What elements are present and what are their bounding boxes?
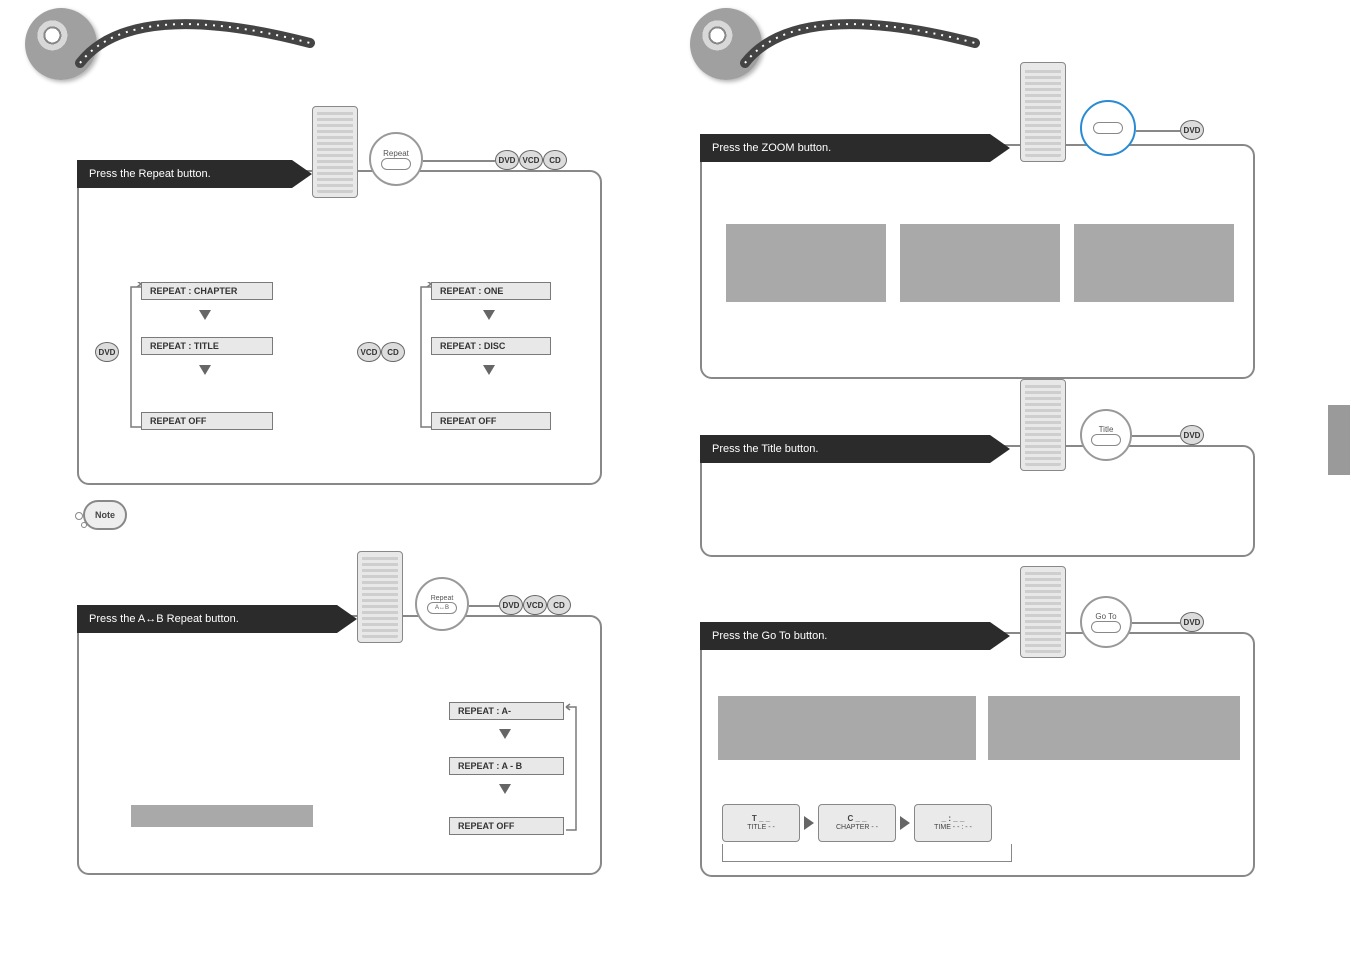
arrow-icon <box>199 365 211 375</box>
loopback-line <box>419 282 433 432</box>
remote-icon <box>312 106 358 198</box>
side-tab <box>1328 405 1350 475</box>
remote-icon <box>1020 566 1066 658</box>
repeat-off-dvd: REPEAT OFF <box>141 412 273 430</box>
zoom-button-callout <box>1080 100 1136 156</box>
badge-dvd: DVD <box>1180 120 1204 140</box>
goto-sequence: T _ _ TITLE - - C _ _ CHAPTER - - _ : _ … <box>722 804 992 842</box>
remote-icon <box>357 551 403 643</box>
loopback-line <box>129 282 143 432</box>
repeat-off-vcd: REPEAT OFF <box>431 412 551 430</box>
arrow-icon <box>900 816 910 830</box>
title-button-label: Title <box>1099 425 1114 434</box>
decorative-disc-film <box>690 8 970 88</box>
grey-block <box>131 805 313 827</box>
goto-button-label: Go To <box>1095 612 1116 621</box>
panel-repeat-title: Press the Repeat button. <box>77 160 292 188</box>
badge-dvd: DVD <box>1180 425 1204 445</box>
goto-card-time: _ : _ _ TIME - - : - - <box>914 804 992 842</box>
repeat-chapter: REPEAT : CHAPTER <box>141 282 273 300</box>
badge-cd: CD <box>547 595 571 615</box>
panel-title-title: Press the Title button. <box>700 435 990 463</box>
arrow-icon <box>499 784 511 794</box>
repeat-off-ab: REPEAT OFF <box>449 817 564 835</box>
goto-card-chapter: C _ _ CHAPTER - - <box>818 804 896 842</box>
grey-block <box>718 696 976 760</box>
repeat-a: REPEAT : A- <box>449 702 564 720</box>
badge-cd-flow: CD <box>381 342 405 362</box>
arrow-icon <box>483 310 495 320</box>
grey-block <box>726 224 886 302</box>
grey-block <box>900 224 1060 302</box>
panel-goto-title: Press the Go To button. <box>700 622 990 650</box>
note-badge: Note <box>83 500 127 530</box>
badge-dvd: DVD <box>1180 612 1204 632</box>
ab-button-label-top: Repeat <box>431 595 454 602</box>
grey-block <box>1074 224 1234 302</box>
panel-ab-repeat: Press the A↔B Repeat button. Repeat A↔B … <box>77 615 602 875</box>
remote-icon <box>1020 62 1066 162</box>
page-right: Press the ZOOM button. DVD Press the Tit… <box>680 0 1335 954</box>
arrow-icon <box>199 310 211 320</box>
arrow-icon <box>483 365 495 375</box>
repeat-title: REPEAT : TITLE <box>141 337 273 355</box>
remote-icon <box>1020 379 1066 471</box>
repeat-button-callout: Repeat <box>369 132 423 186</box>
badge-dvd-flow: DVD <box>95 342 119 362</box>
badge-vcd: VCD <box>519 150 543 170</box>
badge-cd: CD <box>543 150 567 170</box>
goto-card-title: T _ _ TITLE - - <box>722 804 800 842</box>
repeat-disc: REPEAT : DISC <box>431 337 551 355</box>
panel-goto: Press the Go To button. Go To DVD T _ _ … <box>700 632 1255 877</box>
loopback-line <box>722 844 1012 862</box>
arrow-icon <box>804 816 814 830</box>
decorative-disc-film <box>25 8 305 88</box>
panel-zoom-title: Press the ZOOM button. <box>700 134 990 162</box>
ab-button-callout: Repeat A↔B <box>415 577 469 631</box>
grey-block <box>988 696 1240 760</box>
arrow-icon <box>499 729 511 739</box>
repeat-one: REPEAT : ONE <box>431 282 551 300</box>
badge-dvd: DVD <box>499 595 523 615</box>
badge-vcd: VCD <box>523 595 547 615</box>
ab-button-label-bottom: A↔B <box>427 602 457 614</box>
title-button-callout: Title <box>1080 409 1132 461</box>
repeat-ab: REPEAT : A - B <box>449 757 564 775</box>
panel-zoom: Press the ZOOM button. DVD <box>700 144 1255 379</box>
page-left: Press the Repeat button. Repeat DVD VCD … <box>15 0 670 954</box>
repeat-button-label: Repeat <box>383 149 409 158</box>
loopback-line <box>564 702 578 837</box>
panel-ab-title: Press the A↔B Repeat button. <box>77 605 337 633</box>
panel-title: Press the Title button. Title DVD <box>700 445 1255 557</box>
badge-dvd: DVD <box>495 150 519 170</box>
panel-repeat: Press the Repeat button. Repeat DVD VCD … <box>77 170 602 485</box>
badge-vcd-flow: VCD <box>357 342 381 362</box>
goto-button-callout: Go To <box>1080 596 1132 648</box>
